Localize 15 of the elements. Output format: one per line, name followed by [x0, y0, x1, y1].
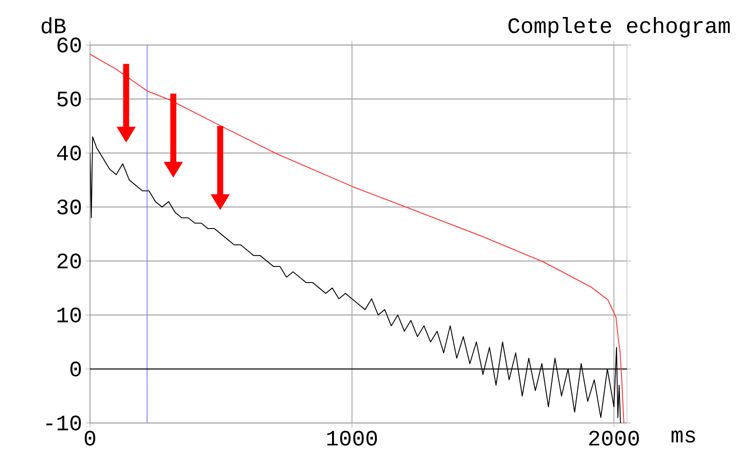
x-axis-title: ms: [672, 430, 696, 443]
line-series: [90, 54, 624, 423]
y-tick-label: 50: [57, 92, 81, 106]
y-tick-label: -10: [46, 416, 81, 430]
y-axis-title: dB: [42, 17, 66, 34]
x-tick-label: 0: [84, 430, 96, 446]
y-tick-label: 10: [58, 308, 81, 322]
x-tick-label: 1000: [327, 430, 377, 446]
x-tick-label: 2000: [589, 430, 639, 446]
y-tick-label: 0: [70, 362, 81, 376]
y-tick-label: 20: [57, 254, 81, 268]
y-tick-label: 30: [57, 200, 81, 214]
y-tick-label: 40: [57, 146, 81, 160]
chart-title: Complete echogram: [508, 17, 730, 38]
y-tick-label: 60: [58, 38, 81, 52]
